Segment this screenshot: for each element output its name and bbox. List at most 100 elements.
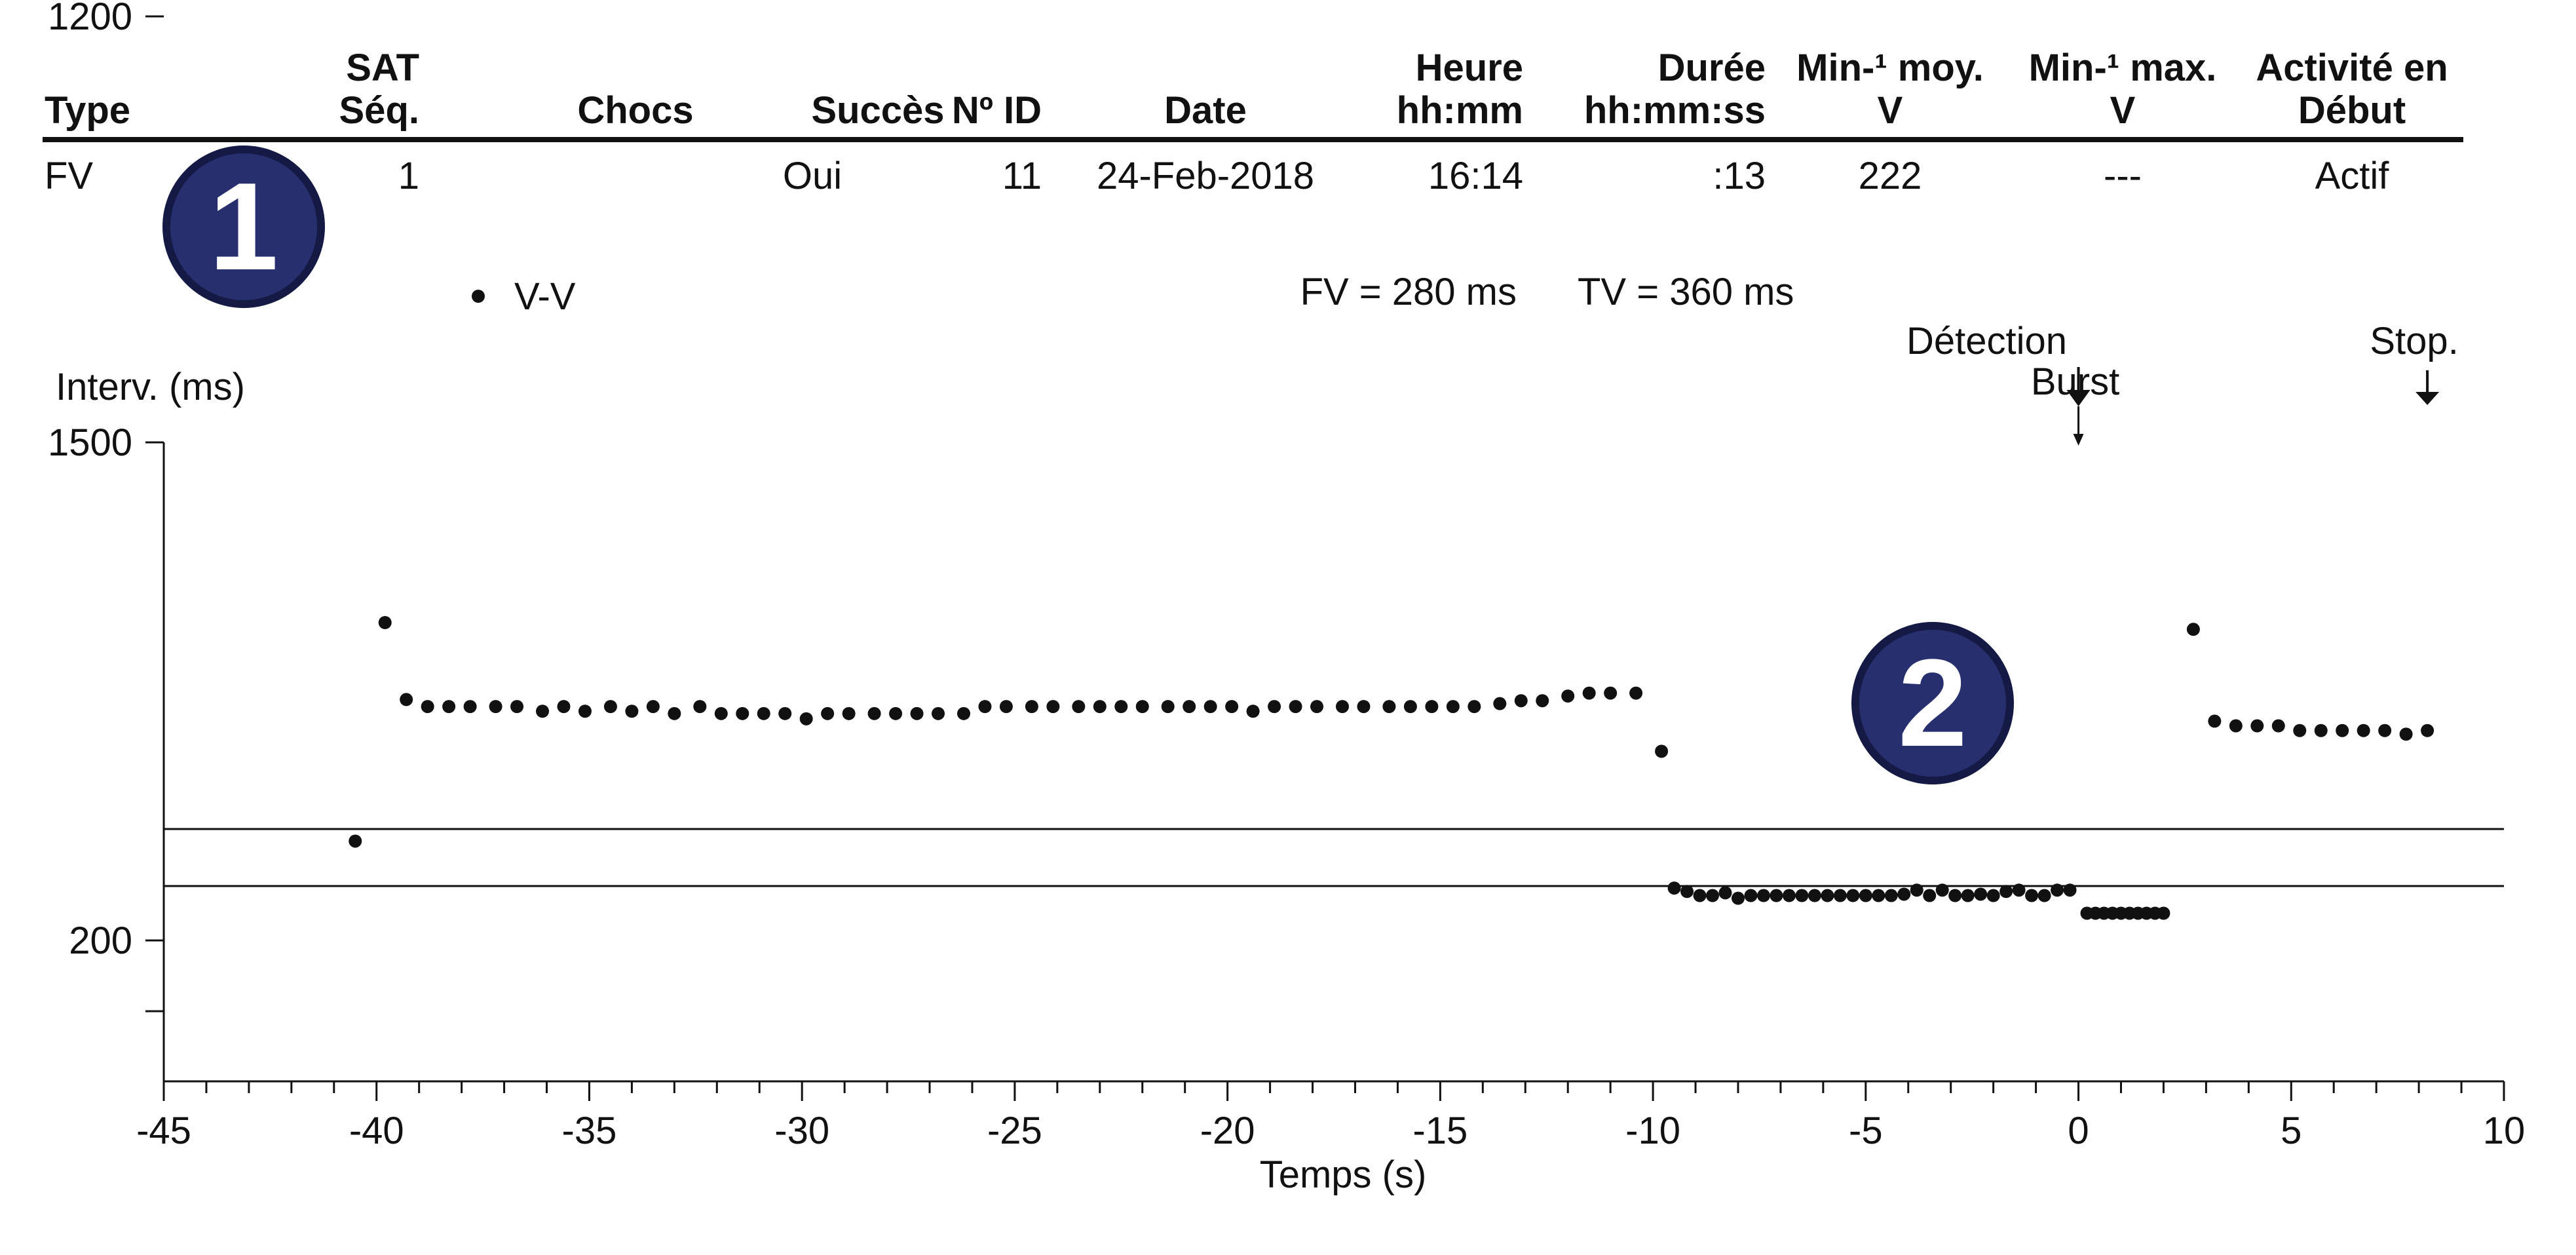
table-cell: 1 <box>398 155 419 197</box>
data-point <box>2063 883 2077 897</box>
data-point <box>867 706 881 720</box>
x-tick-label: -20 <box>1200 1110 1255 1152</box>
data-point <box>1731 891 1745 905</box>
x-tick-label: -25 <box>987 1110 1042 1152</box>
data-point <box>378 616 392 629</box>
data-point <box>1582 686 1596 700</box>
x-tick-label: -45 <box>136 1110 191 1152</box>
data-point <box>714 706 728 720</box>
data-point <box>2051 883 2064 897</box>
legend-marker <box>472 290 485 303</box>
data-point <box>1821 889 1834 902</box>
data-point <box>489 700 502 714</box>
table-cell: --- <box>2104 155 2142 197</box>
data-point <box>1770 889 1783 902</box>
data-point <box>1910 883 1923 897</box>
data-point <box>349 834 362 848</box>
data-point <box>1093 700 1107 714</box>
data-point <box>1629 686 1643 700</box>
table-cell: 222 <box>1859 155 1922 197</box>
data-point <box>421 700 434 714</box>
data-point <box>2421 724 2434 737</box>
column-header: Chocs <box>577 89 693 132</box>
table-cell: 11 <box>1002 155 1042 197</box>
column-header: SAT <box>346 47 419 89</box>
plot-area: 15001200900600400200-45-40-35-30-25-20-1… <box>48 0 2525 1152</box>
data-point <box>2293 724 2307 737</box>
data-point <box>2037 889 2051 902</box>
data-point <box>1923 889 1937 902</box>
data-point <box>1808 889 1821 902</box>
data-point <box>1072 700 1086 714</box>
data-point <box>1782 889 1796 902</box>
column-header: Début <box>2298 89 2406 132</box>
data-point <box>957 706 970 720</box>
data-point <box>646 700 660 714</box>
data-point <box>2357 724 2370 737</box>
data-point <box>2336 724 2349 737</box>
data-point <box>1425 700 1439 714</box>
data-point <box>1183 700 1196 714</box>
data-point <box>978 700 992 714</box>
data-point <box>1795 889 1809 902</box>
column-header: Date <box>1164 89 1247 132</box>
x-tick-label: -10 <box>1625 1110 1680 1152</box>
x-tick-label: -40 <box>349 1110 404 1152</box>
data-point <box>603 700 617 714</box>
stop-arrowhead <box>2415 392 2440 405</box>
y-axis-label: Interv. (ms) <box>56 366 245 408</box>
data-point <box>799 712 813 725</box>
data-point <box>1744 889 1758 902</box>
data-point <box>400 693 413 706</box>
data-point <box>910 706 924 720</box>
x-tick-label: 0 <box>2068 1110 2089 1152</box>
detection-label: Détection <box>1906 320 2067 362</box>
data-point <box>1468 700 1481 714</box>
data-point <box>2186 623 2200 636</box>
column-header: Type <box>45 89 130 132</box>
data-point <box>510 700 524 714</box>
column-header: Heure <box>1416 47 1523 89</box>
stop-label: Stop. <box>2370 320 2458 362</box>
column-header: V <box>2110 89 2136 132</box>
column-header: Succès <box>811 89 944 132</box>
data-point <box>1289 700 1302 714</box>
data-point <box>821 706 835 720</box>
badge-1: 1 <box>162 145 325 308</box>
data-point <box>1667 881 1681 895</box>
column-header: Min-¹ max. <box>2029 47 2217 89</box>
table-row: FV 1 Oui 11 24-Feb-2018 16:14:13 222 --- Actif <box>45 155 2389 197</box>
data-point <box>1604 686 1618 700</box>
burst-arrowhead <box>2073 434 2084 446</box>
data-point <box>1357 700 1371 714</box>
x-tick-label: -35 <box>562 1110 617 1152</box>
data-point <box>1884 889 1898 902</box>
data-point <box>1135 700 1149 714</box>
x-axis-label: Temps (s) <box>1260 1153 1427 1196</box>
data-point <box>1225 700 1239 714</box>
column-header: Durée <box>1658 47 1766 89</box>
x-tick-label: 10 <box>2483 1110 2526 1152</box>
table-cell: 24-Feb-2018 <box>1097 155 1314 197</box>
x-tick-label: -5 <box>1849 1110 1883 1152</box>
data-point <box>1948 889 1962 902</box>
badge-2: 2 <box>1851 622 2014 784</box>
data-point <box>1706 889 1720 902</box>
data-point <box>842 706 856 720</box>
data-point <box>1846 889 1860 902</box>
y-tick-label: 200 <box>69 919 132 962</box>
data-point <box>442 700 456 714</box>
data-point <box>1859 889 1872 902</box>
data-point <box>778 706 792 720</box>
data-point <box>2399 727 2413 741</box>
data-point <box>1246 705 1260 718</box>
data-point <box>1268 700 1281 714</box>
column-header: hh:mm <box>1397 89 1523 132</box>
data-point <box>2025 889 2039 902</box>
table-cell: 16:14 <box>1428 155 1523 197</box>
data-point <box>1335 700 1349 714</box>
data-point <box>1514 694 1528 708</box>
data-point <box>1025 700 1038 714</box>
data-point <box>1961 889 1975 902</box>
